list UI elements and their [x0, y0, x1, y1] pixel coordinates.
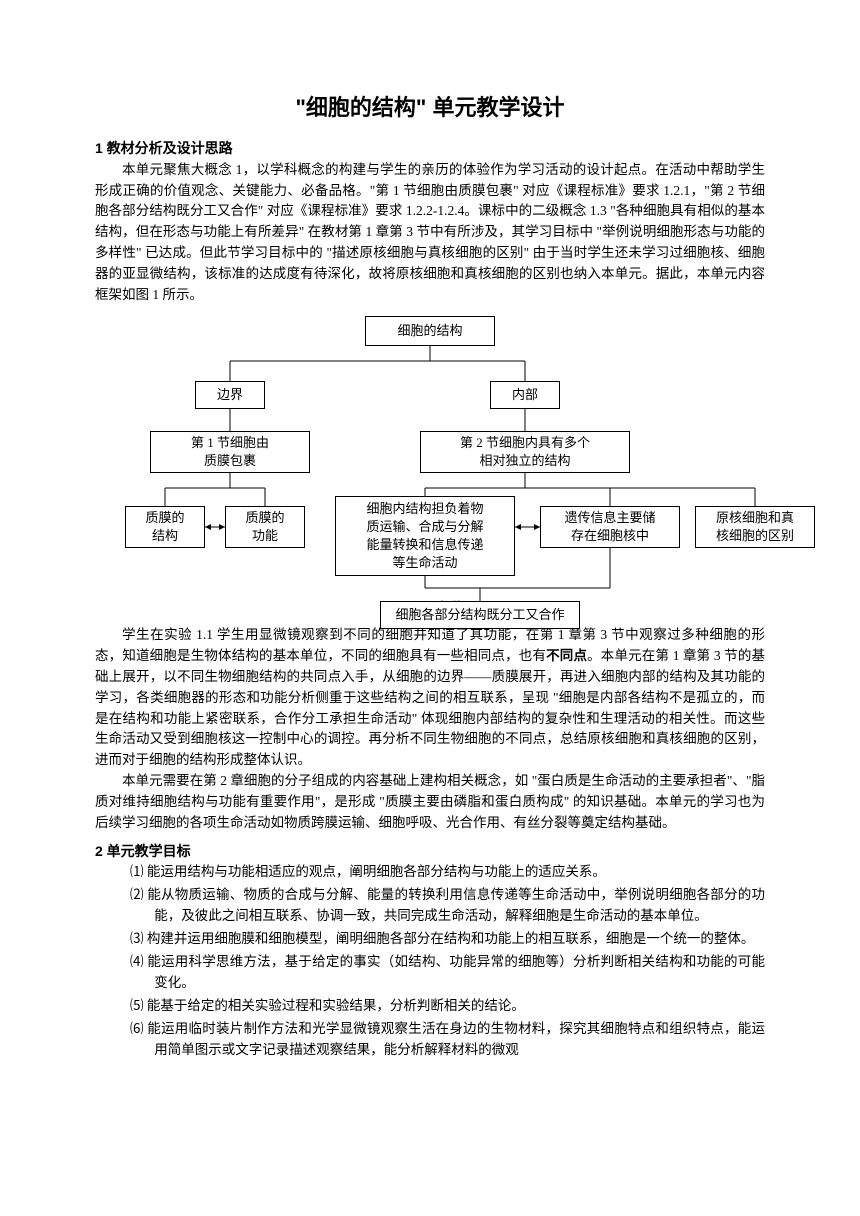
concept-diagram: 细胞的结构边界 内部第 1 节细胞由 质膜包裹 第 2 节细胞内具有多个 相对独立的…: [95, 316, 765, 626]
section1-para1: 本单元聚焦大概念 1，以学科概念的构建与学生的亲历的体验作为学习活动的设计起点。…: [95, 160, 765, 306]
goal-item: ⑶ 构建并运用细胞膜和细胞模型，阐明细胞各部分在结构和功能上的相互联系，细胞是一…: [130, 929, 765, 950]
diagram-node-edge: 边界: [195, 381, 265, 409]
p2-bold: 不同点: [546, 648, 587, 663]
goal-item: ⑸ 能基于给定的相关实验过程和实验结果，分析判断相关的结论。: [130, 996, 765, 1017]
section1-para2: 学生在实验 1.1 学生用显微镜观察到不同的细胞并知道了其功能，在第 1 章第 …: [95, 625, 765, 771]
section2-head: 2 单元教学目标: [95, 840, 765, 862]
diagram-node-sec2: 第 2 节细胞内具有多个 相对独立的结构: [420, 431, 630, 473]
diagram-node-bottom: 细胞各部分结构既分工又合作: [380, 601, 580, 629]
p2b: 。本单元在第 1 章第 3 节的基础上展开，以不同生物细胞结构的共同点入手，从细…: [95, 648, 765, 768]
diagram-node-activity: 细胞内结构担负着物 质运输、合成与分解 能量转换和信息传递 等生命活动: [335, 496, 515, 576]
diagram-node-mfunc: 质膜的 功能: [225, 506, 305, 548]
diagram-node-sec1: 第 1 节细胞由 质膜包裹: [150, 431, 310, 473]
goal-item: ⑷ 能运用科学思维方法，基于给定的事实（如结构、功能异常的细胞等）分析判断相关结…: [130, 952, 765, 994]
page-title: "细胞的结构" 单元教学设计: [95, 90, 765, 125]
goal-list: ⑴ 能运用结构与功能相适应的观点，阐明细胞各部分结构与功能上的适应关系。 ⑵ 能…: [95, 862, 765, 1060]
section1-para3: 本单元需要在第 2 章细胞的分子组成的内容基础上建构相关概念，如 "蛋白质是生命…: [95, 771, 765, 834]
goal-item: ⑵ 能从物质运输、物质的合成与分解、能量的转换利用信息传递等生命活动中，举例说明…: [130, 885, 765, 927]
goal-item: ⑴ 能运用结构与功能相适应的观点，阐明细胞各部分结构与功能上的适应关系。: [130, 862, 765, 883]
diagram-node-root: 细胞的结构: [365, 316, 495, 346]
diagram-node-mstruc: 质膜的 结构: [125, 506, 205, 548]
diagram-node-proeu: 原核细胞和真 核细胞的区别: [695, 506, 815, 548]
section1-head: 1 教材分析及设计思路: [95, 137, 765, 159]
diagram-node-nucleus: 遗传信息主要储 存在细胞核中: [540, 506, 680, 548]
goal-item: ⑹ 能运用临时装片制作方法和光学显微镜观察生活在身边的生物材料，探究其细胞特点和…: [130, 1019, 765, 1061]
diagram-node-inner: 内部: [490, 381, 560, 409]
